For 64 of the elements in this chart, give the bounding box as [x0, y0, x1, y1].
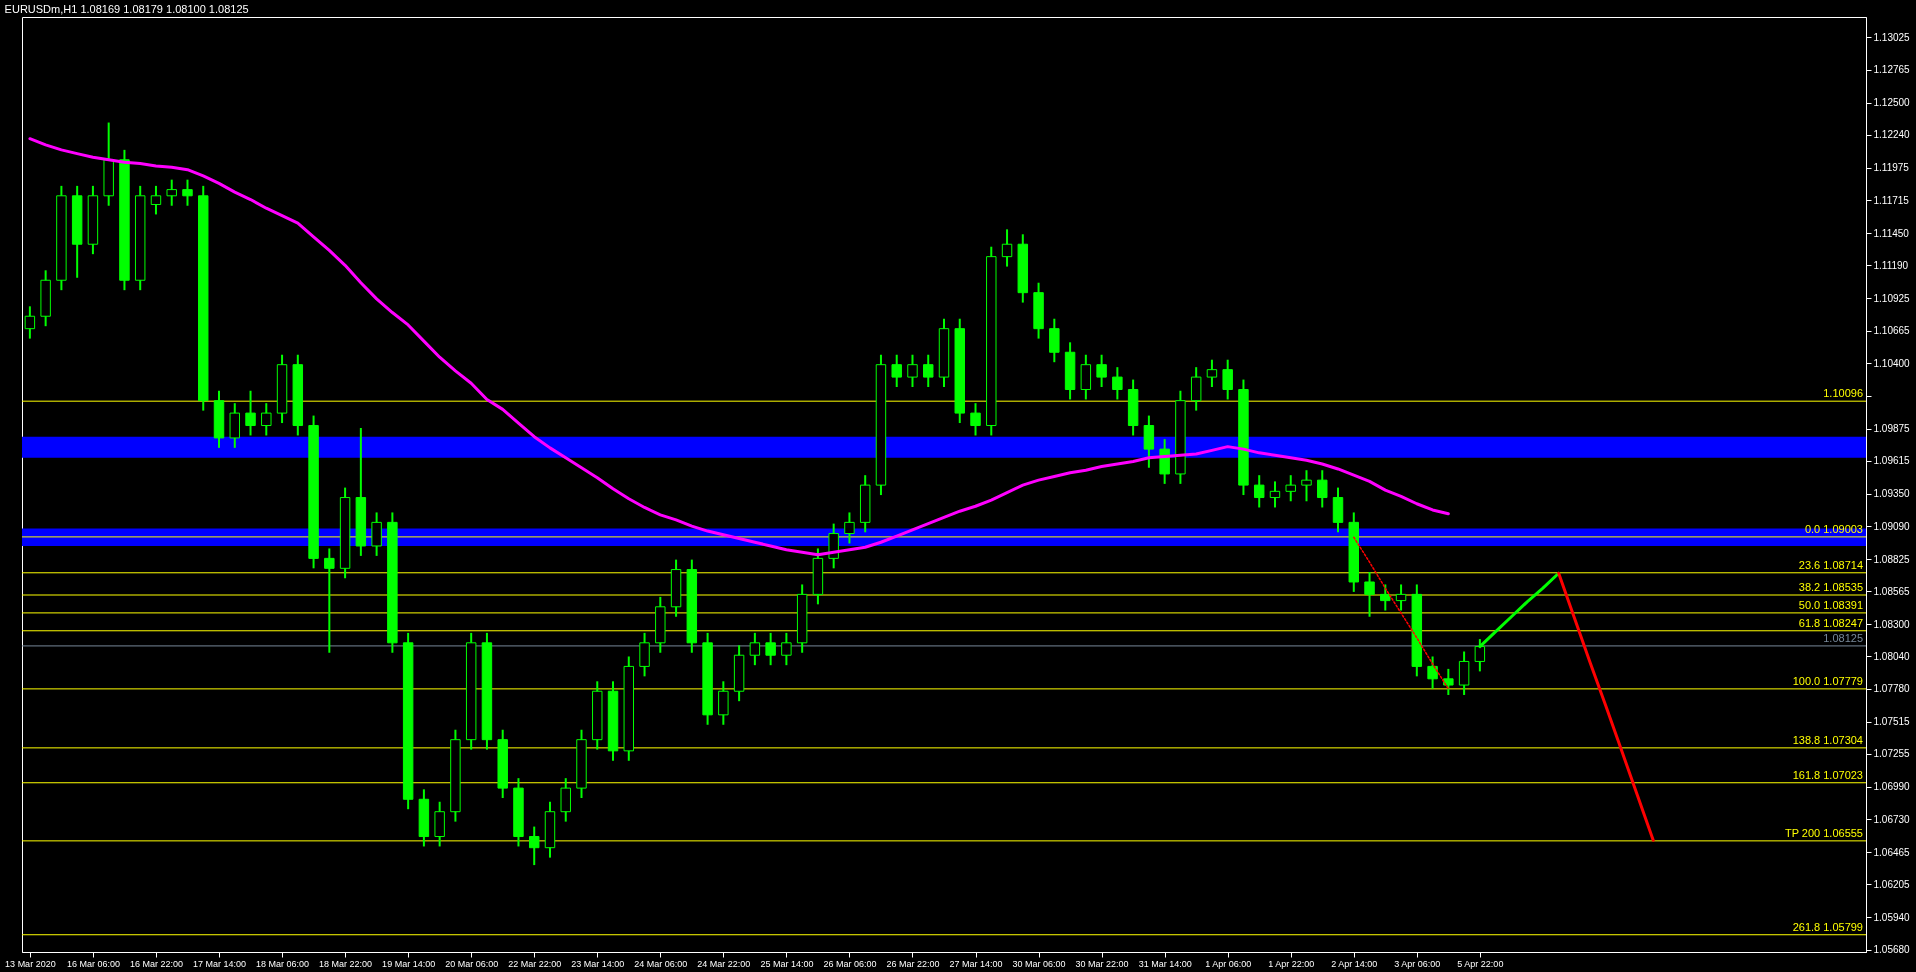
y-tick-label: 1.10925: [1873, 292, 1911, 304]
y-tick-label: 1.06990: [1873, 781, 1911, 793]
y-tick-label: 1.10400: [1873, 357, 1911, 369]
y-tick-label: 1.07780: [1873, 683, 1911, 695]
x-tick-label: 1 Apr 06:00: [1205, 958, 1252, 969]
x-tick-label: 23 Mar 14:00: [571, 958, 625, 969]
y-tick-label: 1.09875: [1873, 423, 1911, 435]
y-tick-label: 1.06465: [1873, 846, 1911, 858]
x-tick-label: 19 Mar 14:00: [382, 958, 436, 969]
x-tick-label: 2 Apr 14:00: [1331, 958, 1378, 969]
y-tick-label: 1.08825: [1873, 553, 1911, 565]
ref-line-label: 50.0 1.08391: [1798, 598, 1863, 611]
x-tick-label: 5 Apr 22:00: [1457, 958, 1504, 969]
y-tick-label: 1.08300: [1873, 618, 1911, 630]
y-tick-label: 1.06730: [1873, 813, 1911, 825]
x-tick-label: 16 Mar 06:00: [66, 958, 120, 969]
y-tick-label: 1.11190: [1873, 259, 1909, 271]
x-tick-label: 22 Mar 22:00: [508, 958, 562, 969]
x-tick-label: 16 Mar 22:00: [129, 958, 183, 969]
chart-title: EURUSDm,H1 1.08169 1.08179 1.08100 1.08125: [4, 3, 249, 15]
x-tick-label: 24 Mar 06:00: [634, 958, 688, 969]
x-tick-label: 30 Mar 06:00: [1012, 958, 1066, 969]
y-tick-label: 1.11975: [1873, 162, 1910, 174]
x-tick-label: 30 Mar 22:00: [1075, 958, 1129, 969]
x-tick-label: 1 Apr 22:00: [1268, 958, 1315, 969]
ref-line-label: TP 200 1.06555: [1784, 826, 1863, 839]
ref-line-label: 38.2 1.08535: [1798, 581, 1863, 594]
y-tick-label: 1.12500: [1873, 97, 1911, 109]
x-tick-label: 25 Mar 14:00: [760, 958, 814, 969]
y-tick-label: 1.05680: [1873, 944, 1911, 956]
y-tick-label: 1.11450: [1873, 227, 1910, 239]
x-tick-label: 17 Mar 14:00: [192, 958, 247, 969]
ref-line-label: 261.8 1.05799: [1792, 920, 1863, 933]
ref-line-label: 61.8 1.08247: [1798, 616, 1863, 629]
y-tick-label: 1.08040: [1873, 650, 1911, 662]
y-tick-label: 1.12240: [1873, 129, 1911, 141]
y-tick-label: 1.07255: [1873, 748, 1911, 760]
y-tick-label: 1.09615: [1873, 455, 1911, 467]
x-tick-label: 31 Mar 14:00: [1138, 958, 1192, 969]
y-tick-label: 1.10665: [1873, 325, 1911, 337]
ref-line-label: 23.6 1.08714: [1798, 558, 1863, 571]
x-tick-label: 3 Apr 06:00: [1394, 958, 1441, 969]
x-tick-label: 20 Mar 06:00: [445, 958, 499, 969]
y-tick-label: 1.08565: [1873, 585, 1911, 597]
x-tick-label: 26 Mar 06:00: [823, 958, 877, 969]
y-tick-label: 1.07515: [1873, 716, 1911, 728]
y-tick-label: 1.09350: [1873, 488, 1911, 500]
y-tick-label: 1.09090: [1873, 520, 1911, 532]
x-tick-label: 18 Mar 06:00: [256, 958, 310, 969]
y-tick-label: 1.11715: [1873, 194, 1910, 206]
x-tick-label: 27 Mar 14:00: [949, 958, 1003, 969]
x-tick-label: 24 Mar 22:00: [697, 958, 751, 969]
ref-line-label: 1.08125: [1823, 631, 1863, 644]
x-tick-label: 26 Mar 22:00: [886, 958, 940, 969]
ref-line-label: 161.8 1.07023: [1792, 768, 1863, 781]
y-tick-label: 1.05940: [1873, 911, 1911, 923]
y-tick-label: 1.12765: [1873, 64, 1911, 76]
x-tick-label: 13 Mar 2020: [5, 958, 56, 969]
ref-line-label: 1.10096: [1823, 387, 1863, 400]
y-tick-label: 1.06205: [1873, 878, 1911, 890]
x-tick-label: 18 Mar 22:00: [319, 958, 373, 969]
ref-line-label: 100.0 1.07779: [1792, 674, 1863, 687]
ref-line-label: 138.8 1.07304: [1792, 733, 1863, 746]
y-tick-label: 1.13025: [1873, 31, 1911, 43]
